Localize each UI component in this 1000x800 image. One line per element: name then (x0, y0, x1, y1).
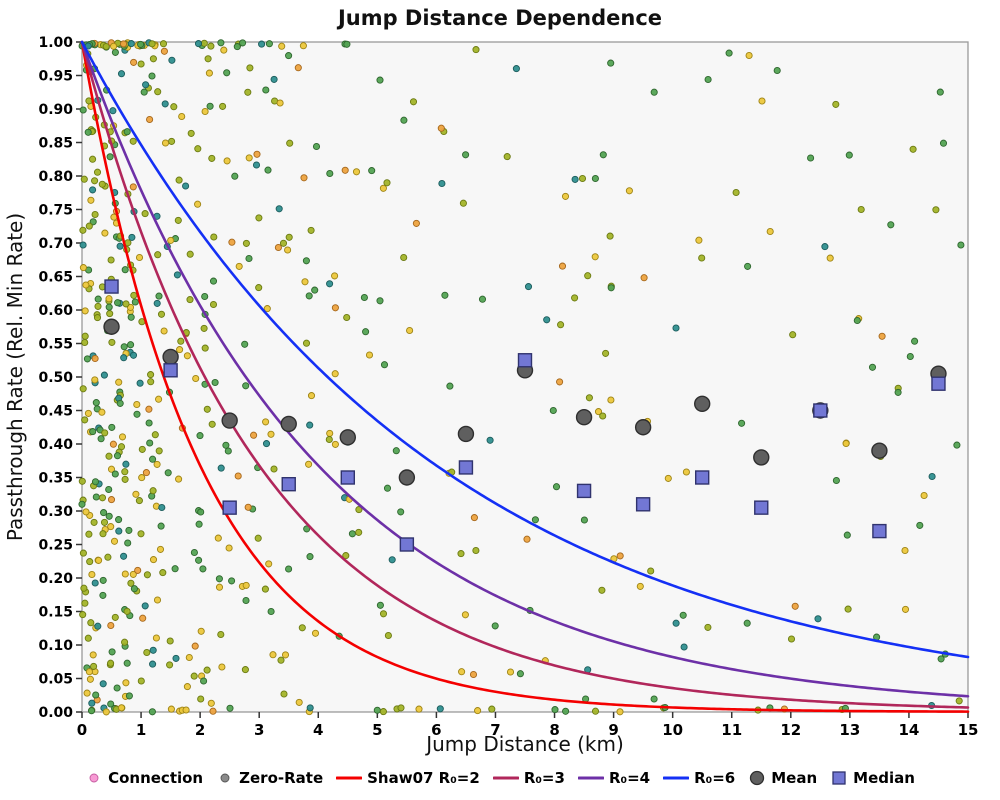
x-tick-label: 4 (313, 721, 323, 739)
legend-item-zero-rate: Zero-Rate (216, 769, 323, 787)
circle-marker-icon (750, 770, 765, 786)
y-tick-label: 0.55 (38, 337, 73, 353)
line-marker-icon (492, 776, 519, 780)
legend-item-connection: Connection (85, 769, 203, 787)
legend-label: Connection (108, 769, 204, 787)
x-tick-label: 9 (608, 721, 618, 739)
x-tick-label: 7 (490, 721, 500, 739)
scatter-points (78, 39, 965, 716)
dot-marker-icon (220, 773, 230, 783)
y-tick-label: 0.35 (38, 471, 73, 487)
y-tick-label: 0.45 (38, 404, 73, 420)
y-tick-label: 0.25 (38, 538, 73, 554)
y-tick-label: 0.85 (38, 136, 73, 152)
y-tick-label: 0.40 (38, 437, 73, 453)
chart-canvas: 0 1 2 3 4 5 6 7 8 9 10 11 12 13 14 150.000.050.100.150.… (3, 6, 978, 756)
x-tick-label: 12 (780, 721, 801, 739)
model-curves (80, 40, 970, 713)
x-axis-label: Jump Distance (km) (424, 732, 624, 756)
y-tick-label: 0.15 (38, 605, 73, 621)
curve-shaw07-r-2 (80, 40, 970, 713)
y-tick-label: 0.75 (38, 203, 73, 219)
y-tick-label: 0.05 (38, 672, 73, 688)
legend-item-r-6: R₀=6 (663, 769, 735, 787)
x-tick-label: 5 (372, 721, 382, 739)
y-tick-label: 0.90 (38, 102, 73, 118)
axis-ticks: 0 1 2 3 4 5 6 7 8 9 10 11 12 13 14 150.000.050.100.150.… (38, 35, 978, 739)
x-tick-label: 15 (958, 721, 979, 739)
x-tick-label: 2 (195, 721, 205, 739)
legend-item-r-3: R₀=3 (492, 769, 565, 787)
y-tick-label: 0.10 (38, 638, 73, 654)
legend-item-mean: Mean (748, 769, 817, 787)
plot-area: 0 1 2 3 4 5 6 7 8 9 10 11 12 13 14 150.000.050.100.150.… (38, 35, 978, 739)
y-tick-label: 0.65 (38, 270, 73, 286)
legend-label: Median (853, 769, 915, 787)
legend-label: R₀=6 (694, 769, 736, 787)
x-tick-label: 14 (898, 721, 919, 739)
curve-r-6 (80, 40, 970, 659)
y-tick-label: 0.60 (38, 303, 73, 319)
line-marker-icon (663, 776, 690, 780)
legend-item-median: Median (830, 769, 915, 787)
legend-label: Shaw07 R₀=2 (367, 769, 480, 787)
legend-item-r-4: R₀=4 (577, 769, 651, 787)
y-tick-label: 0.80 (38, 169, 73, 185)
median-markers (104, 279, 946, 552)
x-tick-label: 13 (839, 721, 860, 739)
chart-legend: Connection Zero-Rate Shaw07 R₀=2 R₀=3 R₀=4 R₀… (0, 760, 1000, 796)
y-tick-label: 0.95 (38, 69, 73, 85)
legend-label: R₀=4 (608, 769, 651, 787)
legend-label: Zero-Rate (239, 769, 324, 787)
curve-r-4 (80, 40, 970, 698)
dot-marker-icon (89, 773, 99, 783)
legend-label: R₀=3 (523, 769, 565, 787)
legend-item-shaw07-r-2: Shaw07 R₀=2 (336, 769, 480, 787)
line-marker-icon (336, 776, 363, 780)
x-tick-label: 11 (721, 721, 742, 739)
x-tick-label: 1 (136, 721, 146, 739)
line-marker-icon (577, 776, 604, 780)
y-tick-label: 0.00 (38, 705, 73, 721)
y-tick-label: 0.50 (38, 370, 73, 386)
mean-markers (103, 318, 947, 486)
y-tick-label: 0.70 (38, 236, 73, 252)
y-tick-label: 0.20 (38, 571, 73, 587)
chart-title: Jump Distance Dependence (336, 6, 662, 30)
x-tick-label: 0 (77, 721, 87, 739)
x-tick-label: 6 (431, 721, 441, 739)
x-tick-label: 3 (254, 721, 264, 739)
y-axis-label: Passthrough Rate (Rel. Min Rate) (3, 213, 27, 541)
legend-label: Mean (771, 769, 818, 787)
square-marker-icon (832, 771, 846, 785)
y-tick-label: 0.30 (38, 504, 73, 520)
x-tick-label: 8 (549, 721, 559, 739)
x-tick-label: 10 (662, 721, 683, 739)
y-tick-label: 1.00 (38, 35, 73, 51)
